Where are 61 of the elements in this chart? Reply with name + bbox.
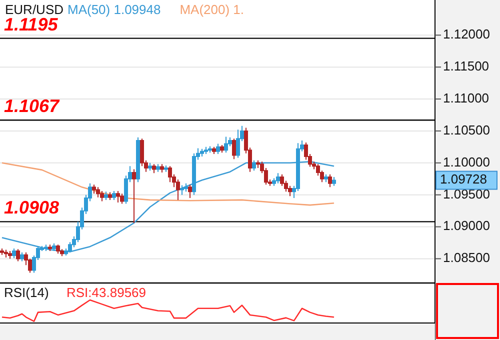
candlestick [160, 164, 164, 173]
candlestick [16, 248, 20, 262]
candlestick [256, 160, 260, 169]
candlestick [56, 244, 60, 254]
ref-line-label: 1.1067 [4, 96, 60, 116]
candlestick [60, 248, 64, 257]
text: MA(200) 1. [180, 2, 244, 17]
ref-line-label: 1.1195 [4, 14, 59, 34]
candlestick [288, 185, 292, 197]
candlestick [332, 176, 336, 186]
candlestick [8, 250, 12, 260]
candlestick [200, 148, 204, 158]
candlestick [120, 193, 124, 204]
candlestick [112, 190, 116, 200]
y-tick-label: 1.10500 [443, 122, 490, 138]
series-label: RSI:43.89569 [66, 285, 146, 300]
candlestick [20, 252, 24, 262]
candlestick [96, 186, 100, 198]
candlestick [252, 160, 256, 172]
candlestick [212, 146, 216, 154]
candlestick [328, 174, 332, 188]
candlestick [180, 184, 184, 196]
candlestick [12, 248, 16, 259]
y-tick-label: 1.11500 [443, 58, 490, 74]
candlestick [236, 129, 240, 158]
y-tick-label: 1.08500 [443, 250, 490, 266]
candlestick [116, 190, 120, 204]
candlestick [224, 136, 228, 154]
candlestick [92, 184, 96, 194]
candlestick [208, 146, 212, 154]
y-tick-label: 1.09500 [443, 186, 490, 202]
candlestick [220, 144, 224, 154]
candlestick [156, 164, 160, 172]
candlestick [136, 136, 140, 183]
y-tick-label: 1.10000 [443, 154, 490, 170]
candlestick [148, 162, 152, 172]
y-tick-label: 1.09000 [443, 218, 490, 234]
candlestick [132, 168, 136, 224]
candlestick [184, 182, 188, 192]
chart-title: RSI(14) [4, 285, 49, 300]
text: MA(50) 1.09948 [68, 2, 161, 17]
candlestick [104, 191, 108, 200]
candlestick [216, 143, 220, 154]
candlestick [188, 184, 192, 199]
candlestick [164, 164, 168, 172]
text: 1.09728 [440, 172, 487, 187]
chart-title: EUR/USD [5, 2, 64, 17]
y-tick-label: 1.12000 [443, 26, 490, 42]
candlestick [4, 249, 8, 258]
candlestick [324, 174, 328, 183]
candlestick [48, 244, 52, 252]
candlestick [108, 192, 112, 200]
candlestick [276, 172, 280, 184]
candlestick [168, 166, 172, 183]
candlestick [232, 138, 236, 160]
candlestick [204, 146, 208, 154]
candlestick [0, 248, 4, 256]
candlestick [152, 164, 156, 174]
candlestick [100, 190, 104, 202]
y-tick-label: 1.11000 [443, 90, 490, 106]
ref-line-label: 1.0908 [4, 198, 60, 218]
